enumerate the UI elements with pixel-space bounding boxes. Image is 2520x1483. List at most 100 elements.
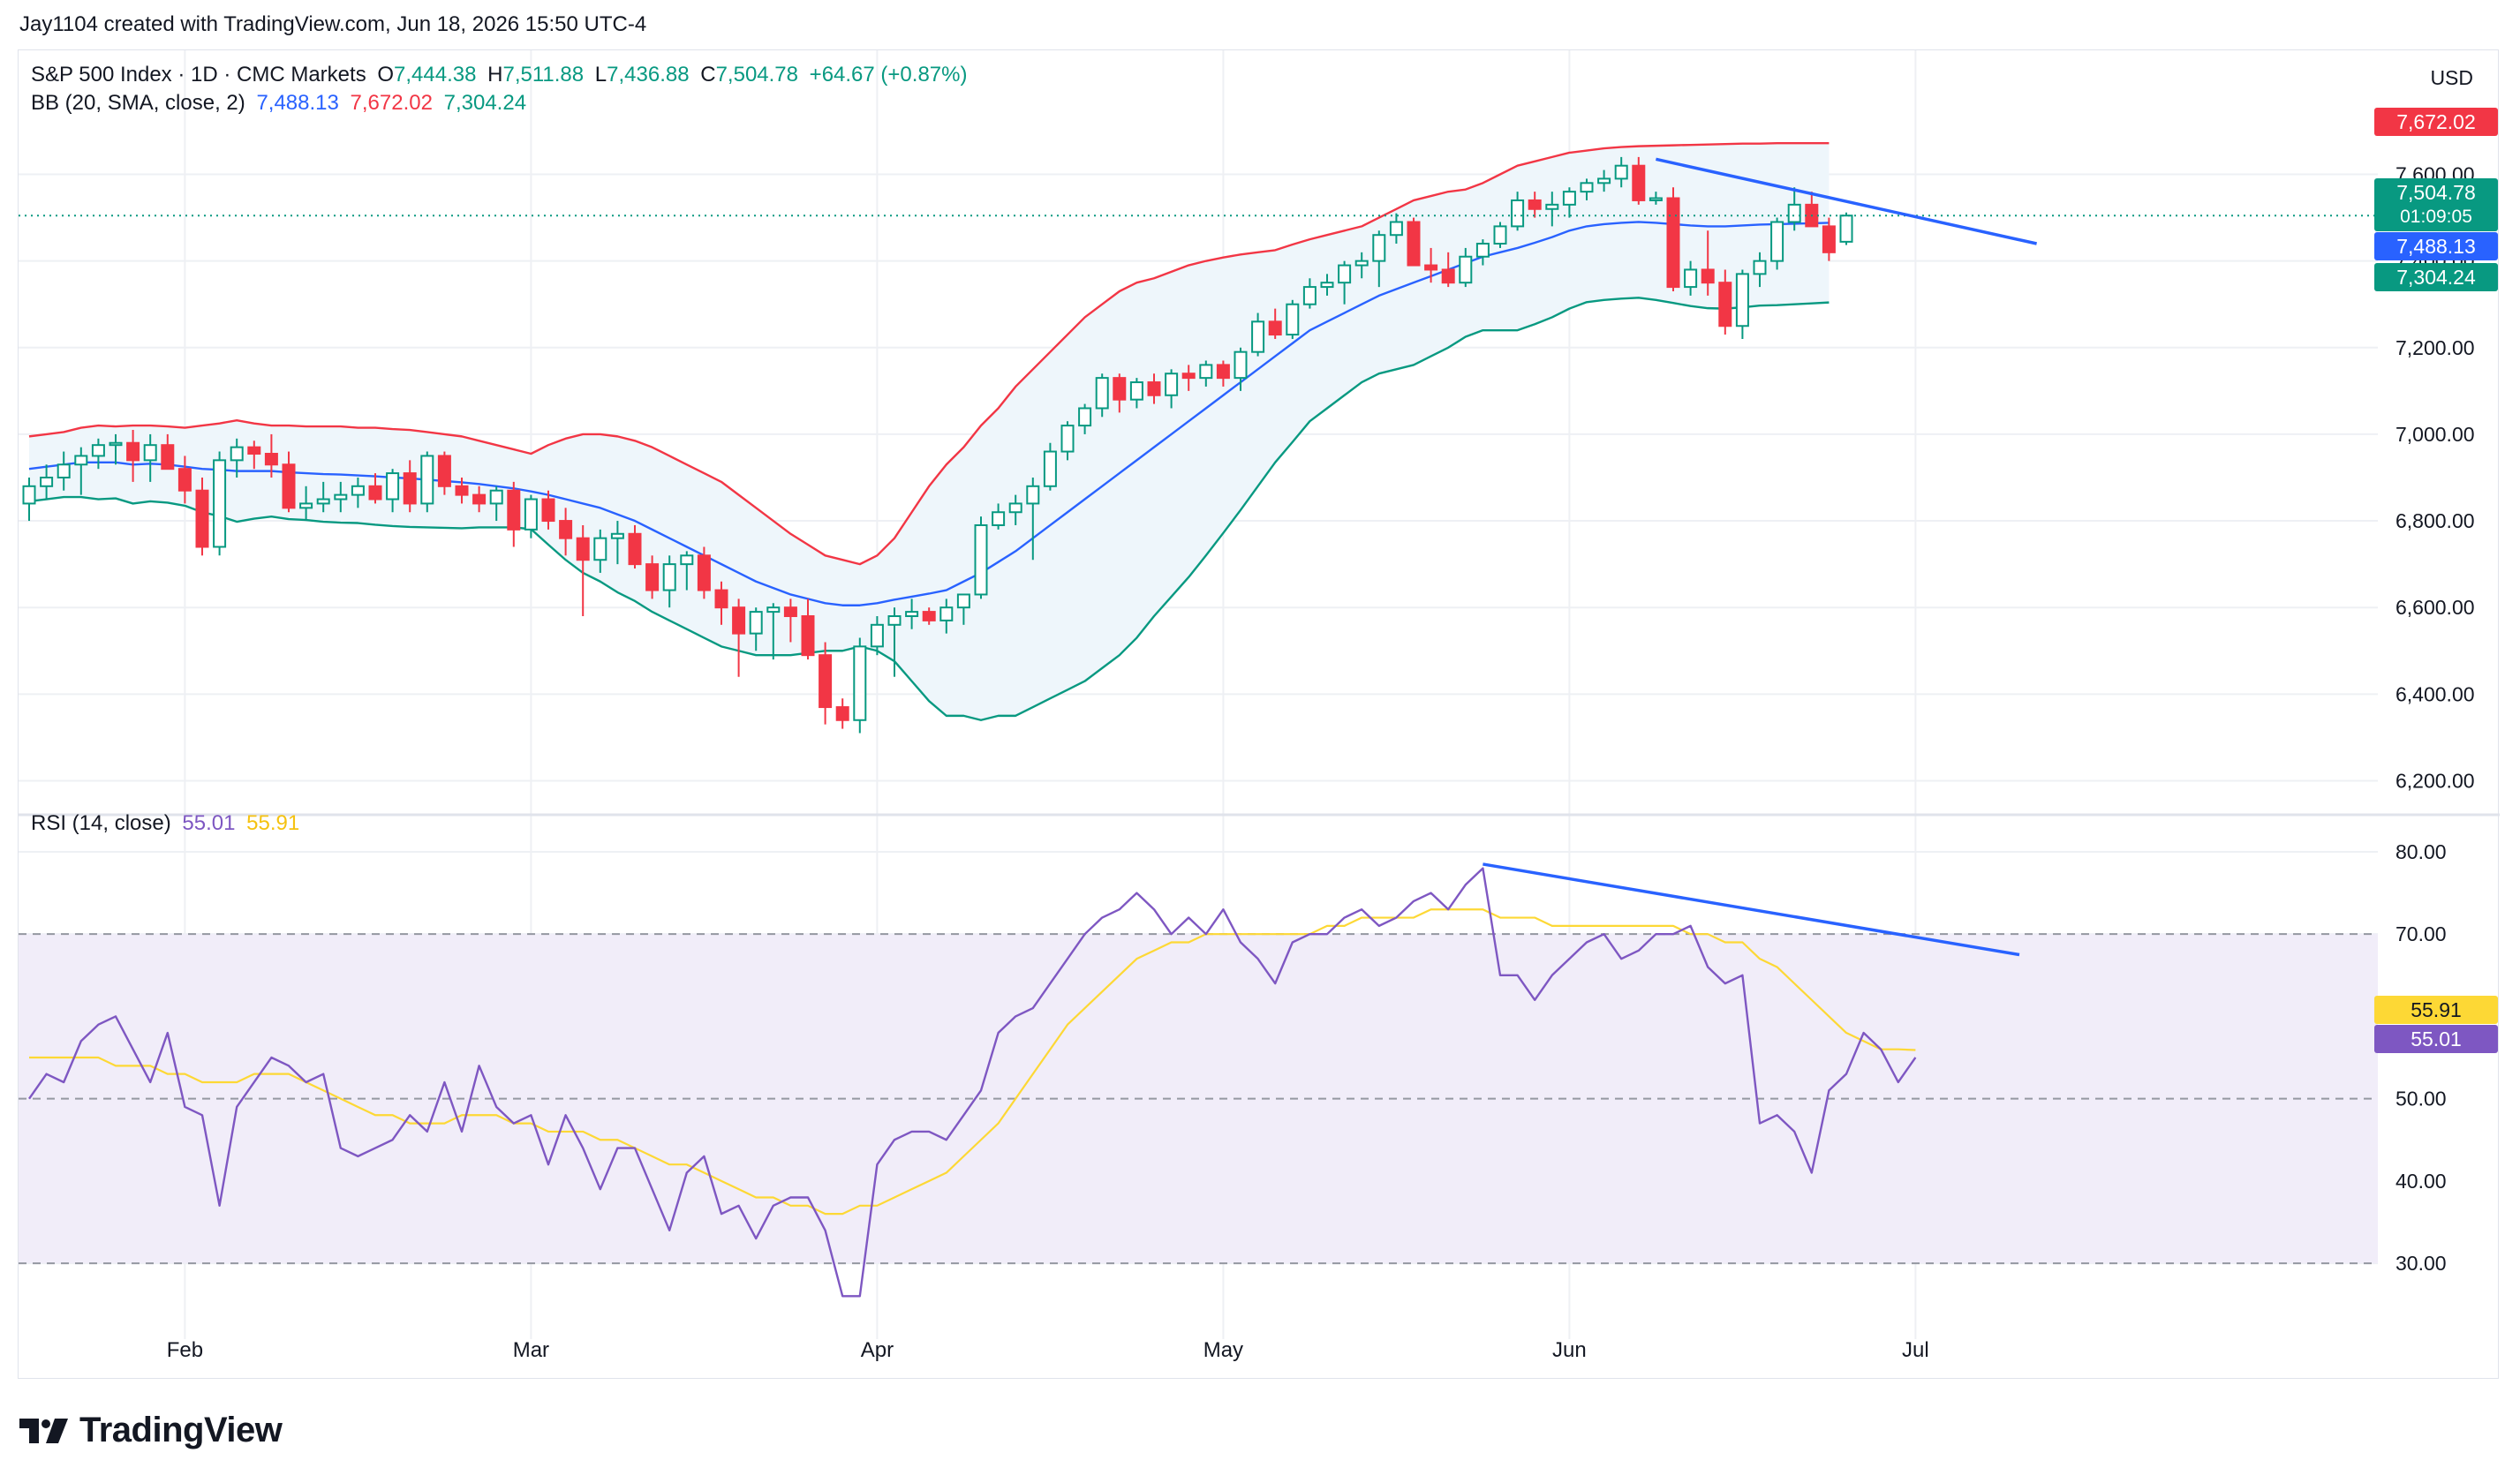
- candle-body[interactable]: [213, 459, 227, 548]
- candle-body[interactable]: [1354, 260, 1369, 267]
- candle-body[interactable]: [437, 455, 451, 487]
- candle-body[interactable]: [559, 520, 573, 539]
- candle-body[interactable]: [783, 606, 797, 618]
- bb-indicator-label[interactable]: BB (20, SMA, close, 2): [31, 91, 245, 115]
- candle-body[interactable]: [1234, 350, 1248, 380]
- rsi-indicator-label[interactable]: RSI (14, close): [31, 811, 171, 835]
- candle-body[interactable]: [1113, 377, 1127, 401]
- rsi-trendline[interactable]: [1483, 862, 2020, 957]
- candle-body[interactable]: [282, 463, 296, 509]
- candle-body[interactable]: [420, 455, 434, 505]
- candle-body[interactable]: [1026, 485, 1040, 505]
- candle-body[interactable]: [143, 444, 157, 462]
- candle-body[interactable]: [1008, 502, 1022, 514]
- candle-body[interactable]: [126, 441, 140, 462]
- candle-body[interactable]: [1614, 164, 1628, 180]
- symbol-title[interactable]: S&P 500 Index · 1D · CMC Markets: [31, 63, 366, 87]
- candle-body[interactable]: [1839, 215, 1853, 243]
- candle-body[interactable]: [74, 455, 88, 466]
- candle-body[interactable]: [109, 441, 123, 447]
- candle-body[interactable]: [57, 463, 71, 478]
- candle-body[interactable]: [1545, 203, 1559, 210]
- candle-body[interactable]: [1511, 199, 1525, 228]
- candle-body[interactable]: [351, 485, 365, 496]
- candle-body[interactable]: [645, 563, 660, 591]
- candle-body[interactable]: [1753, 260, 1767, 275]
- candle-body[interactable]: [1043, 450, 1057, 487]
- candle-body[interactable]: [1475, 243, 1490, 258]
- candle-body[interactable]: [386, 472, 400, 501]
- candle-body[interactable]: [489, 489, 503, 505]
- candle-body[interactable]: [974, 523, 988, 596]
- candle-body[interactable]: [230, 446, 244, 462]
- candle-body[interactable]: [91, 444, 105, 457]
- candle-body[interactable]: [1199, 364, 1213, 380]
- candle-body[interactable]: [819, 654, 833, 709]
- candle-body[interactable]: [1078, 407, 1092, 427]
- candle-body[interactable]: [1701, 268, 1715, 284]
- candle-body[interactable]: [1424, 264, 1438, 271]
- candle-body[interactable]: [749, 611, 763, 635]
- candle-body[interactable]: [714, 589, 728, 609]
- candle-body[interactable]: [766, 606, 781, 614]
- candle-body[interactable]: [1372, 234, 1386, 262]
- price-and-rsi-chart[interactable]: 7,600.007,400.007,200.007,000.006,800.00…: [19, 50, 2500, 1380]
- candle-body[interactable]: [403, 472, 417, 505]
- candle-body[interactable]: [177, 468, 192, 492]
- candle-body[interactable]: [1165, 373, 1179, 396]
- candle-body[interactable]: [1251, 320, 1265, 353]
- candle-body[interactable]: [1493, 225, 1507, 245]
- candle-body[interactable]: [247, 446, 261, 455]
- candle-body[interactable]: [1129, 381, 1143, 401]
- candle-body[interactable]: [992, 511, 1006, 526]
- candle-body[interactable]: [1632, 164, 1646, 201]
- candle-body[interactable]: [161, 444, 175, 470]
- candle-body[interactable]: [1528, 199, 1542, 210]
- candle-body[interactable]: [1666, 197, 1680, 289]
- candle-body[interactable]: [1770, 221, 1784, 262]
- candle-body[interactable]: [40, 476, 54, 487]
- currency-label[interactable]: USD: [2430, 66, 2473, 89]
- candle-body[interactable]: [853, 645, 867, 721]
- candle-body[interactable]: [541, 498, 555, 523]
- candle-body[interactable]: [316, 498, 330, 505]
- candle-body[interactable]: [1441, 268, 1455, 284]
- candle-body[interactable]: [1459, 255, 1473, 284]
- candle-body[interactable]: [939, 606, 954, 621]
- chart-area[interactable]: 7,600.00 7,400.00 7,200.00 7,000.00 6,800.00…: [18, 49, 2500, 1380]
- candle-body[interactable]: [524, 498, 538, 531]
- candle-body[interactable]: [576, 537, 590, 561]
- candle-body[interactable]: [455, 485, 469, 496]
- candle-body[interactable]: [956, 593, 970, 609]
- candle-body[interactable]: [368, 485, 382, 501]
- candle-body[interactable]: [1562, 191, 1576, 206]
- candle-body[interactable]: [1684, 268, 1698, 289]
- candle-body[interactable]: [1822, 225, 1836, 253]
- candle-body[interactable]: [472, 493, 487, 505]
- candle-body[interactable]: [1060, 425, 1075, 453]
- candle-body[interactable]: [680, 554, 694, 566]
- candle-body[interactable]: [1407, 221, 1421, 267]
- candle-body[interactable]: [1649, 197, 1663, 201]
- candle-body[interactable]: [887, 615, 902, 626]
- candle-body[interactable]: [507, 489, 521, 531]
- candle-body[interactable]: [1095, 377, 1109, 410]
- candle-body[interactable]: [1597, 177, 1611, 184]
- candle-body[interactable]: [1320, 282, 1334, 289]
- candle-body[interactable]: [662, 563, 676, 591]
- candle-body[interactable]: [697, 554, 711, 591]
- candle-body[interactable]: [1216, 364, 1230, 380]
- candle-body[interactable]: [1147, 381, 1161, 396]
- candle-body[interactable]: [1389, 221, 1403, 237]
- candle-body[interactable]: [334, 493, 348, 501]
- candle-body[interactable]: [1302, 286, 1317, 305]
- candle-body[interactable]: [593, 537, 607, 561]
- candle-body[interactable]: [264, 453, 278, 466]
- candle-body[interactable]: [628, 532, 642, 566]
- tradingview-branding[interactable]: TradingView: [19, 1411, 283, 1450]
- candle-body[interactable]: [801, 615, 815, 657]
- candle-body[interactable]: [835, 706, 849, 721]
- candle-body[interactable]: [1718, 282, 1732, 327]
- candle-body[interactable]: [870, 623, 884, 648]
- candle-body[interactable]: [195, 489, 209, 548]
